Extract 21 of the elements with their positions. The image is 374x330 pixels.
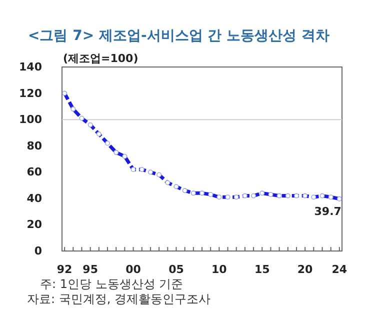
x-tick-label: 95 xyxy=(82,263,98,276)
y-tick-label: 80 xyxy=(26,139,42,152)
x-tick-label: 00 xyxy=(126,263,142,276)
x-tick-label: 92 xyxy=(56,263,72,276)
x-tick-label: 05 xyxy=(168,263,184,276)
text: 주: 1인당 노동생산성 기준 xyxy=(40,277,184,291)
text: 자료: 국민계정, 경제활동인구조사 xyxy=(27,292,210,306)
y-tick-label: 140 xyxy=(19,60,42,74)
x-tick-label: 15 xyxy=(254,263,270,276)
y-tick-label: 120 xyxy=(19,86,42,100)
x-tick-label: 20 xyxy=(297,263,314,276)
chart-title: <그림 7> 제조업-서비스업 간 노동생산성 격차 xyxy=(28,28,330,44)
y-axis-title: (제조업=100) xyxy=(63,52,138,65)
y-tick-label: 20 xyxy=(26,218,42,232)
y-tick-label: 100 xyxy=(19,113,42,126)
y-tick-label: 0 xyxy=(34,244,42,258)
x-tick-label: 24 xyxy=(332,263,348,276)
y-tick-label: 60 xyxy=(26,166,42,179)
y-tick-label: 40 xyxy=(26,192,42,205)
x-tick-label: 10 xyxy=(212,263,228,276)
annotation: 39.7 xyxy=(314,204,342,218)
